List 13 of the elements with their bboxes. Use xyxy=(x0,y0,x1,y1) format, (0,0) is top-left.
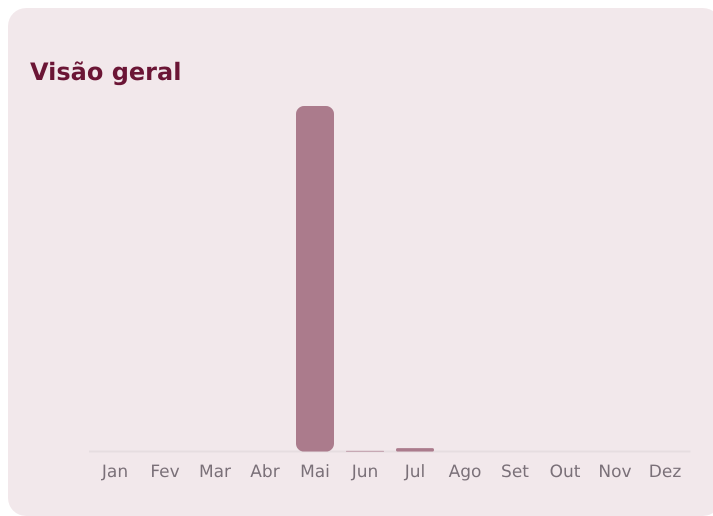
x-tick-label: Ago xyxy=(448,462,482,482)
x-tick-label: Set xyxy=(501,462,530,482)
x-tick-label: Dez xyxy=(648,462,682,482)
x-tick-label: Nov xyxy=(598,462,632,482)
x-tick-label: Jul xyxy=(404,462,426,482)
x-tick-label: Mar xyxy=(198,462,232,482)
x-tick-label: Fev xyxy=(150,462,180,482)
x-tick-label: Mai xyxy=(300,462,330,482)
x-tick-label: Abr xyxy=(250,462,280,482)
x-tick-label: Out xyxy=(550,462,581,482)
x-tick-label: Jun xyxy=(350,462,378,482)
x-tick-label: Jan xyxy=(100,462,128,482)
chart-title: Visão geral xyxy=(30,58,182,86)
